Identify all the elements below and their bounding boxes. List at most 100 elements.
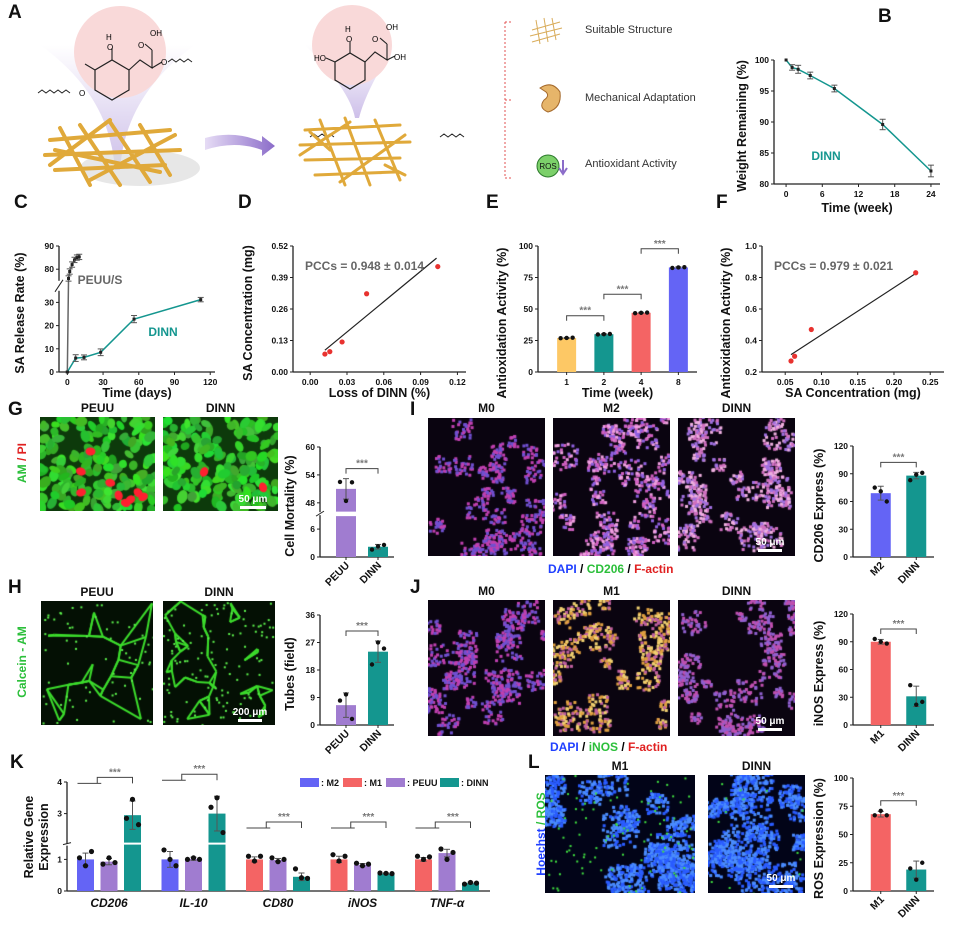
y-axis-title: ROS Expression (%) xyxy=(812,778,826,899)
replicate-point xyxy=(438,846,444,852)
panel-label-i: I xyxy=(410,399,416,420)
y-tick-label: 36 xyxy=(306,610,316,620)
transition-arrow xyxy=(205,134,275,156)
replicate-point xyxy=(595,332,601,337)
gene-label: CD80 xyxy=(263,896,294,910)
replicate-point xyxy=(353,860,360,866)
bar-peuu xyxy=(100,861,118,891)
y-axis-title: Cell Mortality (%) xyxy=(283,455,297,556)
legend-swatch-peuu xyxy=(386,778,405,787)
axis-break-mark xyxy=(315,510,325,517)
replicate-point xyxy=(275,859,281,865)
replicate-point xyxy=(444,856,450,863)
y-axis-title: Relative Gene xyxy=(22,796,36,879)
replicate-point xyxy=(343,692,349,697)
data-point xyxy=(65,370,69,374)
category-label: DINN xyxy=(896,728,923,755)
replicate-point xyxy=(375,544,381,549)
bar-m1 xyxy=(415,859,432,891)
replicate-point xyxy=(257,853,264,859)
significance-label: *** xyxy=(654,239,666,250)
image-title: M0 xyxy=(478,401,495,415)
bar-peuu xyxy=(269,860,287,891)
x-tick-label: 30 xyxy=(98,377,108,387)
replicate-point xyxy=(682,264,687,270)
y-tick-label: 0 xyxy=(843,720,848,730)
significance-bracket xyxy=(434,821,471,828)
replicate-point xyxy=(570,335,575,340)
micrograph-g-dinn xyxy=(163,417,278,511)
axis-break xyxy=(63,843,71,846)
replicate-point xyxy=(450,849,456,856)
bar-m1 xyxy=(870,814,891,891)
category-label: M1 xyxy=(868,894,887,913)
bar-break xyxy=(208,842,226,845)
y-tick-label: 0 xyxy=(310,552,315,562)
atom-label: O xyxy=(107,43,113,52)
category-label: DINN xyxy=(896,560,923,587)
category-label: DINN xyxy=(896,894,923,921)
x-axis-title: Loss of DINN (%) xyxy=(329,386,430,400)
y-tick-label: 6 xyxy=(310,524,315,534)
y-tick-label: 75 xyxy=(524,273,534,283)
micrograph-g-peuu xyxy=(40,417,155,511)
data-point xyxy=(435,263,441,270)
image-title: M2 xyxy=(603,401,620,415)
replicate-point xyxy=(369,547,375,552)
replicate-point xyxy=(343,498,349,504)
data-point xyxy=(929,169,933,173)
significance-bracket xyxy=(96,776,133,784)
image-title: PEUU xyxy=(80,585,114,599)
replicate-point xyxy=(269,855,275,861)
axis-break-mark xyxy=(62,842,72,846)
scale-bar-label: 50 μm xyxy=(755,537,785,548)
data-point xyxy=(70,263,74,267)
scale-bar: 50 μm xyxy=(750,537,790,552)
significance-bracket xyxy=(640,248,679,254)
bar-m1 xyxy=(330,859,348,891)
y-axis-title: Antioxidation Activity (%) xyxy=(495,248,509,399)
replicate-point xyxy=(381,542,387,548)
category-label: DINN xyxy=(357,728,384,755)
bar-dinn xyxy=(368,546,388,557)
series-label: DINN xyxy=(811,149,840,163)
micrograph-i-dinn xyxy=(678,418,795,556)
y-tick-label: 80 xyxy=(45,264,55,274)
bar-m2 xyxy=(77,859,94,891)
significance-label: *** xyxy=(617,284,629,295)
replicate-point xyxy=(872,636,877,642)
replicate-point xyxy=(190,855,197,861)
significance-label: *** xyxy=(278,812,290,823)
significance-label: *** xyxy=(579,306,591,317)
molecule-after: H O OH O OH HO xyxy=(305,5,465,138)
bar-peuu xyxy=(438,853,456,891)
correlation-annotation: PCCs = 0.979 ± 0.021 xyxy=(774,259,893,273)
replicate-point xyxy=(473,880,480,886)
y-axis-title: Tubes (field) xyxy=(283,637,297,710)
significance-bracket xyxy=(603,293,642,300)
x-tick-label: 0.15 xyxy=(849,377,866,387)
significance-bracket xyxy=(265,821,302,828)
significance-label: *** xyxy=(893,619,905,630)
replicate-point xyxy=(426,854,433,860)
panel-label-f: F xyxy=(716,192,728,213)
atom-label: O xyxy=(161,58,167,67)
y-axis-title: Antioxidation Activity (%) xyxy=(719,248,733,399)
y-tick-label: 0.4 xyxy=(745,336,757,346)
x-axis-title: Time (week) xyxy=(582,386,653,400)
y-tick-label: 30 xyxy=(839,692,849,702)
replicate-point xyxy=(336,858,342,864)
replicate-point xyxy=(914,877,919,882)
scale-bar-label: 50 μm xyxy=(755,716,785,727)
replicate-point xyxy=(884,499,889,504)
legend-inos: iNOS xyxy=(588,740,619,754)
significance-bracket xyxy=(880,461,917,468)
bar-dinn xyxy=(906,475,927,557)
significance-label: *** xyxy=(356,459,368,470)
y-tick-label: 0.52 xyxy=(271,241,288,251)
replicate-point xyxy=(292,866,299,872)
data-point xyxy=(199,298,203,302)
image-title: DINN xyxy=(721,401,752,415)
replicate-point xyxy=(173,863,179,869)
category-label: M2 xyxy=(868,560,887,579)
